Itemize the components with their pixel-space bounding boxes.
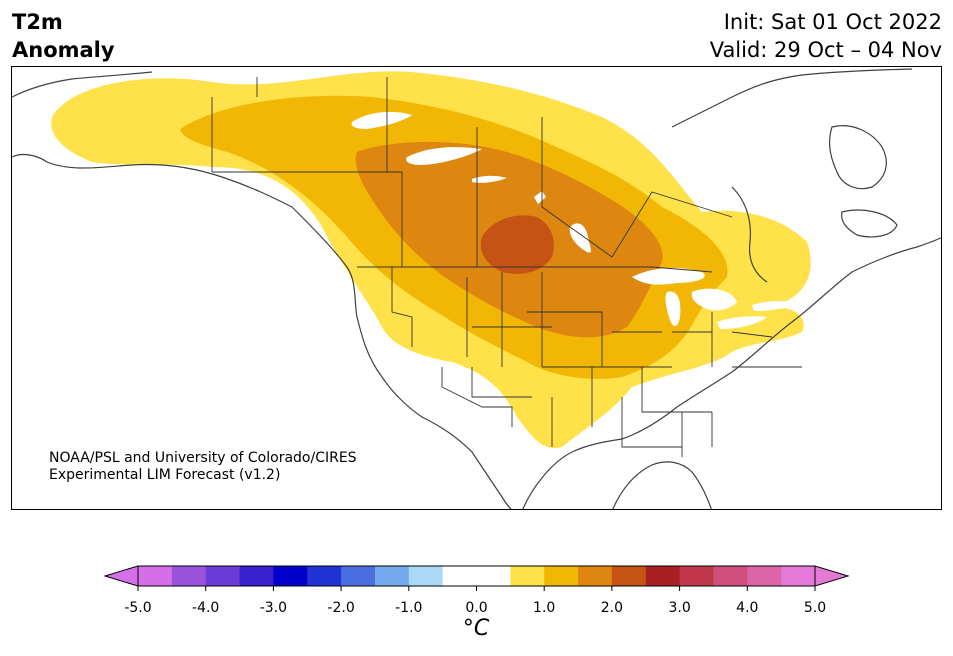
colorbar-cell xyxy=(645,566,681,586)
colorbar-tick-label: 5.0 xyxy=(803,600,827,616)
colorbar-tick-label: -5.0 xyxy=(124,600,152,616)
valid-period: Valid: 29 Oct – 04 Nov xyxy=(709,38,942,62)
forecast-dates: Init: Sat 01 Oct 2022 Valid: 29 Oct – 04… xyxy=(710,8,942,64)
colorbar-cell xyxy=(781,566,816,586)
colorbar-cells xyxy=(137,565,816,587)
map-panel xyxy=(11,66,942,510)
colorbar-cell xyxy=(374,566,410,586)
credit-line-2: Experimental LIM Forecast (v1.2) xyxy=(49,467,281,483)
map-title: T2m Anomaly xyxy=(12,8,115,64)
anomaly-map xyxy=(12,68,941,509)
colorbar-cell xyxy=(578,566,613,586)
colorbar-over-arrow xyxy=(814,565,850,587)
title-variable: T2m xyxy=(12,10,63,34)
colorbar-under-arrow xyxy=(103,565,139,587)
colorbar-ticks xyxy=(137,586,816,591)
colorbar-cell xyxy=(408,566,444,586)
colorbar-tick-label: 1.0 xyxy=(533,600,556,616)
anomaly-zone-2-0 xyxy=(480,215,554,274)
colorbar-cell xyxy=(747,566,782,586)
colorbar-cell xyxy=(713,566,748,586)
colorbar-cell xyxy=(611,566,647,586)
colorbar-cell xyxy=(442,566,477,586)
data-credit: NOAA/PSL and University of Colorado/CIRE… xyxy=(49,450,357,484)
coastlines xyxy=(12,68,941,509)
colorbar-tick-label: 3.0 xyxy=(668,600,691,616)
colorbar xyxy=(103,565,850,591)
political-borders xyxy=(211,77,802,457)
colorbar-cell xyxy=(273,566,308,586)
colorbar-cell xyxy=(544,566,579,586)
colorbar-tick-label: -3.0 xyxy=(259,600,288,616)
title-anomaly: Anomaly xyxy=(12,38,115,62)
credit-line-1: NOAA/PSL and University of Colorado/CIRE… xyxy=(49,450,357,466)
colorbar-cell xyxy=(171,566,207,586)
colorbar-cell xyxy=(341,566,376,586)
colorbar-cell xyxy=(138,566,173,586)
init-date: Init: Sat 01 Oct 2022 xyxy=(723,10,942,34)
colorbar-tick-label: -2.0 xyxy=(327,600,355,616)
colorbar-tick-label: 0.0 xyxy=(465,600,488,616)
colorbar-cell xyxy=(239,566,274,586)
colorbar-tick-label: 4.0 xyxy=(736,600,759,616)
colorbar-tick-label: -1.0 xyxy=(395,600,423,616)
colorbar-cell xyxy=(205,566,241,586)
colorbar-cell xyxy=(476,566,511,586)
colorbar-unit: °C xyxy=(462,616,490,641)
colorbar-tick-label: 2.0 xyxy=(600,600,624,616)
colorbar-cell xyxy=(307,566,342,586)
colorbar-cell xyxy=(679,566,714,586)
colorbar-tick-label: -4.0 xyxy=(192,600,220,616)
colorbar-cell xyxy=(510,566,545,586)
